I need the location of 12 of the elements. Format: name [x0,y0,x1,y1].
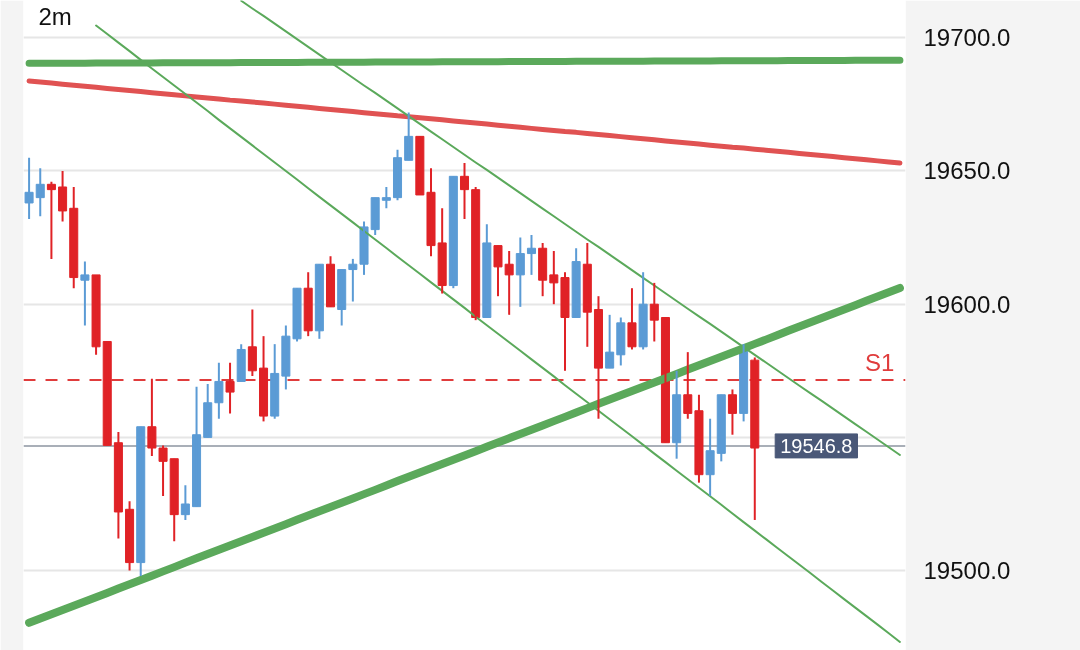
y-tick-label: 19500.0 [923,557,1011,585]
ref-line-label: 19546.8 [780,434,853,457]
candlestick [225,361,235,415]
candlestick [80,260,90,327]
candlestick [158,444,168,497]
y-tick-label: 19650.0 [923,157,1011,185]
y-tick-label: 19700.0 [923,24,1011,52]
candlestick [147,377,157,458]
y-tick-label: 19600.0 [923,290,1011,318]
annotation: 2m [38,2,72,30]
candlestick [24,156,34,220]
ref-line-label: S1 [864,349,895,377]
